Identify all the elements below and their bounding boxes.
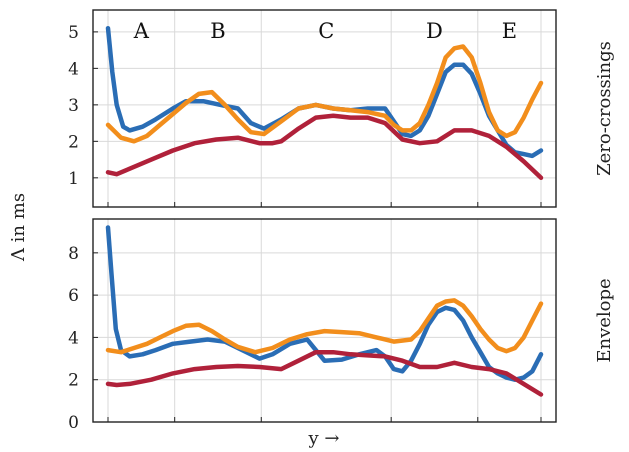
y-tick-label: 1 xyxy=(68,169,79,189)
y-tick-label: 8 xyxy=(68,244,79,264)
y-tick-label: 2 xyxy=(68,371,79,391)
region-label: A xyxy=(133,19,150,43)
plot-frame xyxy=(92,218,557,423)
series-line-1 xyxy=(105,25,544,159)
panel-side-label: Envelope xyxy=(594,278,615,362)
series-line-1 xyxy=(105,225,544,382)
y-tick-label: 0 xyxy=(68,413,79,433)
y-tick-label: 2 xyxy=(68,132,79,152)
y-axis-title: Λ in ms xyxy=(8,193,29,262)
grid xyxy=(93,219,556,423)
region-label: B xyxy=(210,19,225,43)
region-label: D xyxy=(426,19,443,43)
plot-frame xyxy=(92,9,557,208)
series-line-3 xyxy=(105,113,544,181)
y-tick-label: 5 xyxy=(68,23,79,43)
series-line-2 xyxy=(105,44,544,144)
panel-side-label: Zero-crossings xyxy=(594,41,615,176)
panel-envelope: 0 2 4 6 8 Envelope xyxy=(68,218,615,433)
panel-zero-crossings: 1 2 3 4 5 Zero-crossings A B C D E xyxy=(68,9,615,208)
series-line-2 xyxy=(105,298,544,355)
y-tick-label: 3 xyxy=(68,96,79,116)
region-label: E xyxy=(502,19,517,43)
region-label: C xyxy=(318,19,334,43)
x-axis-title: y → xyxy=(308,428,340,449)
y-tick-label: 4 xyxy=(68,59,79,79)
series-line-3 xyxy=(105,349,544,397)
y-tick-label: 6 xyxy=(68,286,79,306)
y-tick-label: 4 xyxy=(68,328,79,348)
